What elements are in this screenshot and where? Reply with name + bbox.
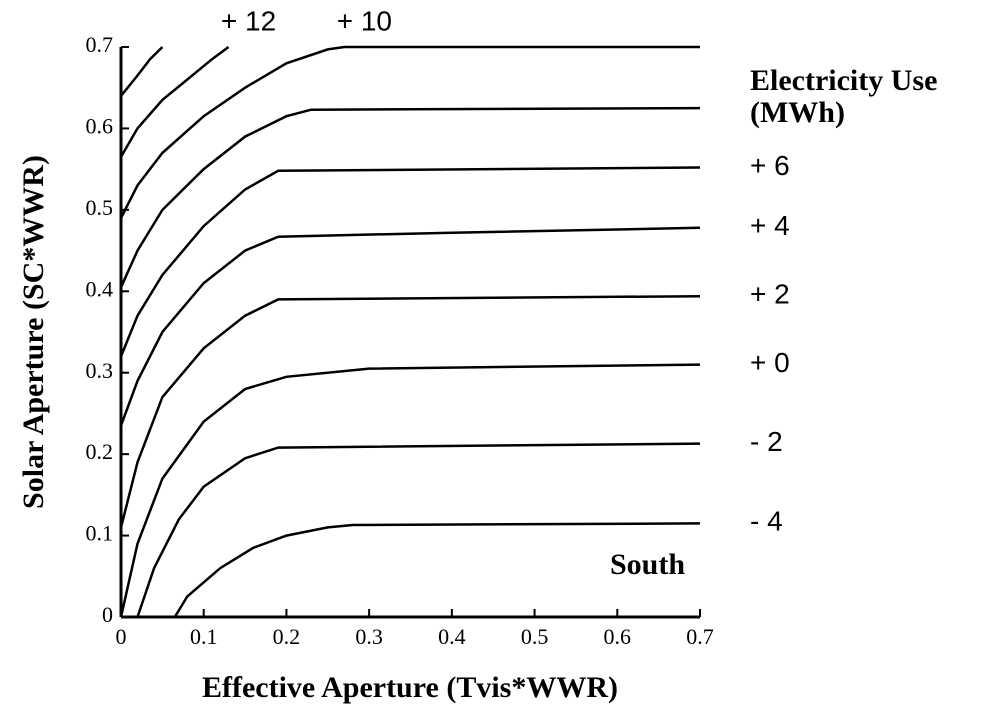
contour-label: + 10 — [337, 5, 392, 36]
y-tick-label: 0.7 — [86, 32, 114, 57]
annotation: South — [610, 548, 685, 581]
contour-label: + 6 — [750, 150, 790, 181]
contour-label: + 12 — [221, 5, 276, 36]
contour-line — [136, 442, 701, 618]
y-tick-label: 0.1 — [86, 521, 114, 546]
contour-label: + 0 — [750, 347, 790, 378]
x-tick-label: 0.7 — [686, 624, 714, 649]
contour-label: - 2 — [750, 426, 783, 457]
contour-line — [120, 46, 164, 97]
contour-line — [119, 226, 701, 427]
x-tick-label: 0.2 — [273, 624, 301, 649]
contour-label: + 4 — [750, 210, 790, 241]
contour-line — [119, 363, 701, 618]
legend-title: (MWh) — [750, 96, 845, 129]
contour-line — [119, 45, 230, 158]
contour-line — [119, 294, 701, 528]
x-axis-title: Effective Aperture (Tvis*WWR) — [202, 671, 618, 704]
contour-line — [119, 166, 701, 357]
y-axis-title: Solar Aperture (SC*WWR) — [17, 155, 50, 509]
x-tick-label: 0.6 — [604, 624, 632, 649]
x-tick-label: 0.3 — [355, 624, 383, 649]
y-tick-label: 0.6 — [86, 113, 114, 138]
y-tick-label: 0.5 — [86, 195, 114, 220]
y-tick-label: 0.2 — [86, 439, 114, 464]
contour-line — [119, 106, 701, 288]
x-tick-label: 0.4 — [438, 624, 466, 649]
y-tick-label: 0 — [102, 602, 113, 627]
x-tick-label: 0 — [116, 624, 127, 649]
y-tick-label: 0.4 — [86, 276, 114, 301]
y-tick-label: 0.3 — [86, 358, 114, 383]
legend-title: Electricity Use — [750, 64, 937, 97]
x-tick-label: 0.1 — [190, 624, 218, 649]
contour-label: - 4 — [750, 506, 783, 537]
contour-line — [173, 522, 701, 618]
contour-line — [119, 45, 700, 219]
contour-label: + 2 — [750, 279, 790, 310]
x-tick-label: 0.5 — [521, 624, 549, 649]
